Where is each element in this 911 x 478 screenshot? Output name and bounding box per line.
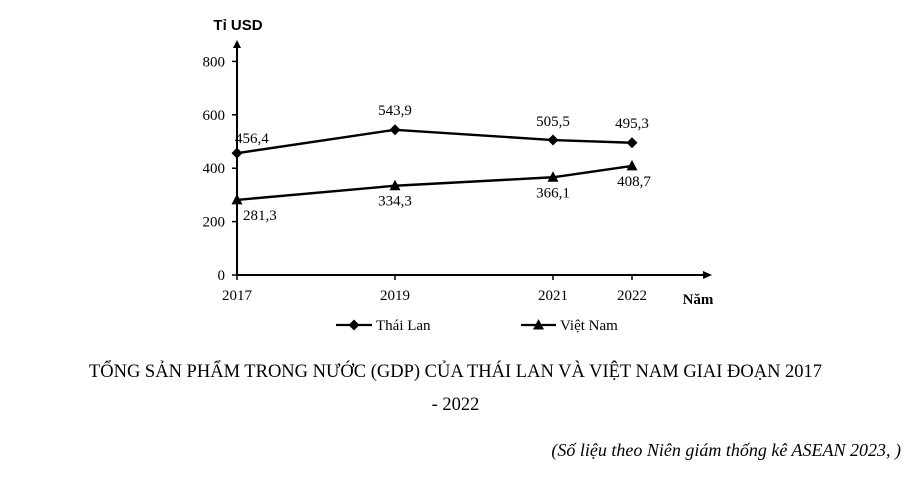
x-tick-label: 2019: [380, 288, 410, 304]
gdp-line-chart: 0 200 400 600 800 2017 2019 2021 2022 Tỉ USD Năm 4…: [203, 17, 714, 334]
series-thai-lan: 456,4 543,9 505,5 495,3: [231, 103, 649, 159]
y-tick-label: 800: [203, 54, 226, 70]
x-axis-title: Năm: [683, 292, 714, 308]
series-line: [236, 128, 633, 155]
data-label: 366,1: [536, 185, 570, 201]
legend-item-viet-nam: Việt Nam: [521, 318, 618, 334]
data-label: 456,4: [235, 131, 269, 147]
chart-axes: 0 200 400 600 800 2017 2019 2021 2022 Tỉ USD Năm: [203, 17, 714, 308]
x-tick-label: 2017: [222, 288, 253, 304]
series-line: [236, 164, 633, 202]
y-tick-label: 200: [203, 215, 226, 231]
y-tick-label: 0: [218, 268, 226, 284]
chart-legend: Thái Lan Việt Nam: [336, 318, 618, 334]
data-label: 281,3: [243, 208, 277, 224]
data-point: [547, 171, 559, 182]
data-point: [389, 179, 401, 191]
data-label: 505,5: [536, 114, 570, 130]
legend-marker: [533, 319, 544, 330]
chart-series-layer: 456,4 543,9 505,5 495,3 281,3 334,3 366,1 408,7: [231, 103, 651, 224]
data-point: [626, 159, 638, 171]
chart-caption-line-2: - 2022: [431, 395, 480, 415]
legend-item-thai-lan: Thái Lan: [336, 318, 431, 334]
x-tick-label: 2022: [617, 288, 647, 304]
series-viet-nam: 281,3 334,3 366,1 408,7: [231, 159, 651, 224]
y-tick-label: 600: [203, 108, 226, 124]
data-point: [231, 193, 243, 205]
data-label: 495,3: [615, 116, 649, 132]
data-label: 334,3: [378, 194, 412, 210]
data-point: [231, 147, 243, 159]
data-label: 543,9: [378, 103, 412, 119]
legend-label: Thái Lan: [376, 318, 431, 334]
data-point: [547, 134, 559, 146]
data-point: [626, 137, 638, 149]
data-point: [389, 124, 401, 136]
source-note: (Số liệu theo Niên giám thống kê ASEAN 2…: [551, 440, 901, 460]
legend-marker: [348, 319, 360, 331]
chart-caption-line-1: TỔNG SẢN PHẨM TRONG NƯỚC (GDP) CỦA THÁI …: [88, 362, 823, 382]
x-tick-label: 2021: [538, 288, 568, 304]
y-axis-title: Tỉ USD: [213, 17, 262, 34]
legend-label: Việt Nam: [560, 318, 618, 334]
data-label: 408,7: [617, 174, 651, 190]
y-axis-arrow: [233, 40, 241, 48]
x-axis-arrow: [703, 271, 712, 279]
y-tick-label: 400: [203, 161, 226, 177]
